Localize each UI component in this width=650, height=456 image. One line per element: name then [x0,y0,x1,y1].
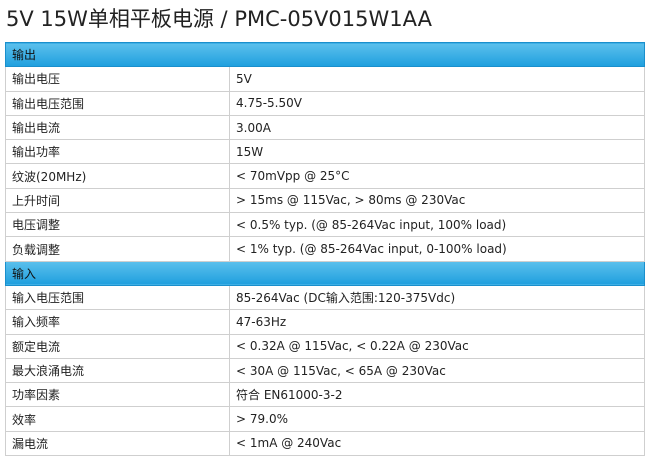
spec-value: 3.00A [229,114,645,141]
spec-row: 额定电流 < 0.32A @ 115Vac, < 0.22A @ 230Vac [5,333,645,359]
spec-row: 输出电压 5V [5,66,645,92]
spec-label: 最大浪涌电流 [5,357,230,384]
spec-label: 输出电压范围 [5,90,230,116]
spec-value: > 15ms @ 115Vac, > 80ms @ 230Vac [229,187,645,214]
spec-row: 漏电流 < 1mA @ 240Vac [5,430,645,456]
spec-row: 纹波(20MHz) < 70mVpp @ 25°C [5,163,645,189]
spec-label: 输入电压范围 [5,284,230,311]
title: 5V 15W单相平板电源 / PMC-05V015W1AA [6,7,432,31]
spec-row: 输出电压范围 4.75-5.50V [5,90,645,116]
section-title: 输出 [5,41,645,68]
spec-label: 输出功率 [5,139,230,165]
spec-value: > 79.0% [229,406,645,432]
spec-value: 4.75-5.50V [229,90,645,116]
spec-label: 输出电流 [5,114,230,141]
spec-value: < 70mVpp @ 25°C [229,163,645,189]
spec-row: 电压调整 < 0.5% typ. (@ 85-264Vac input, 100%… [5,212,645,238]
spec-row: 输出功率 15W [5,139,645,165]
spec-row: 功率因素 符合 EN61000-3-2 [5,382,645,408]
spec-row: 输入频率 47-63Hz [5,309,645,335]
spec-row: 最大浪涌电流 < 30A @ 115Vac, < 65A @ 230Vac [5,357,645,384]
spec-label: 负载调整 [5,236,230,262]
spec-value: < 1mA @ 240Vac [229,430,645,456]
spec-row: 输出电流 3.00A [5,114,645,141]
spec-value: 5V [229,66,645,92]
spec-value: < 1% typ. (@ 85-264Vac input, 0-100% loa… [229,236,645,262]
spec-label: 输出电压 [5,66,230,92]
spec-value: 47-63Hz [229,309,645,335]
section-header: 输入 [5,260,645,286]
section-title: 输入 [5,260,645,286]
spec-label: 额定电流 [5,333,230,359]
spec-value: < 0.32A @ 115Vac, < 0.22A @ 230Vac [229,333,645,359]
spec-label: 上升时间 [5,187,230,214]
spec-row: 效率 > 79.0% [5,406,645,432]
spec-value: 15W [229,139,645,165]
spec-row: 上升时间 > 15ms @ 115Vac, > 80ms @ 230Vac [5,187,645,214]
spec-value: < 0.5% typ. (@ 85-264Vac input, 100% loa… [229,212,645,238]
section-header: 输出 [5,41,645,68]
spec-label: 输入频率 [5,309,230,335]
spec-label: 功率因素 [5,382,230,408]
spec-table: 输出 输出电压 5V 输出电压范围 4.75-5.50V 输出电流 3.00A 输出功率 15W… [5,41,645,456]
spec-label: 效率 [5,406,230,432]
spec-row: 负载调整 < 1% typ. (@ 85-264Vac input, 0-100%… [5,236,645,262]
spec-row: 输入电压范围 85-264Vac (DC输入范围:120-375Vdc) [5,284,645,311]
spec-value: 85-264Vac (DC输入范围:120-375Vdc) [229,284,645,311]
spec-label: 漏电流 [5,430,230,456]
spec-value: < 30A @ 115Vac, < 65A @ 230Vac [229,357,645,384]
spec-label: 电压调整 [5,212,230,238]
spec-value: 符合 EN61000-3-2 [229,382,645,408]
spec-label: 纹波(20MHz) [5,163,230,189]
